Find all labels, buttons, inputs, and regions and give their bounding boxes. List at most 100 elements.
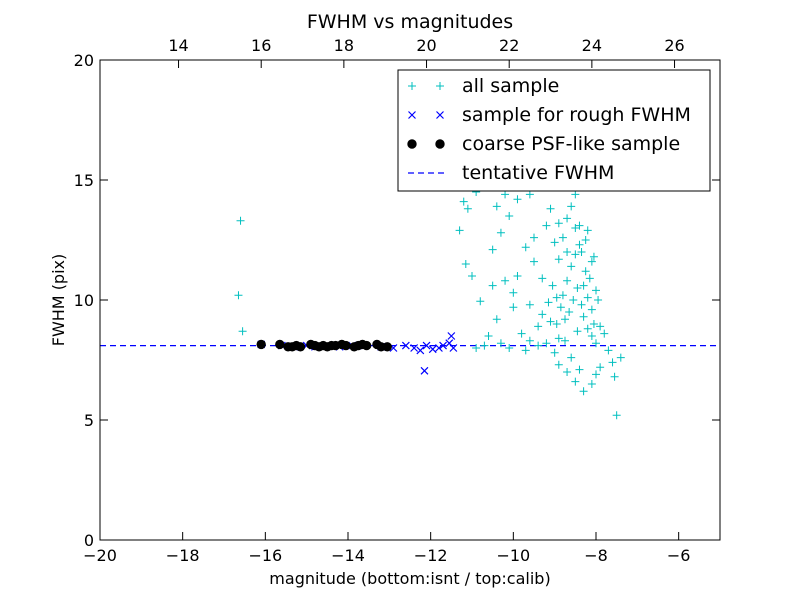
all-sample-point [569,296,578,304]
rough-fwhm-point [401,341,410,350]
all-sample-point [455,226,464,235]
all-sample-point [571,250,580,259]
legend-entry: sample for rough FWHM [408,104,691,126]
psf-like-point [382,342,392,352]
all-sample-point [488,245,497,254]
all-sample-point [594,296,603,304]
all-sample-point [552,320,561,328]
legend-marker-sample [435,139,445,149]
all-sample-point [565,308,574,316]
all-sample-point [567,262,576,271]
all-sample-point [579,281,588,290]
all-sample-point [612,411,621,420]
all-sample-point [496,339,505,348]
rough-fwhm-point [435,344,443,352]
all-sample-point [484,332,493,340]
axes: −20 −18 −16 −14 −12 −10 −8 −6 0 5 10 15 20 14 16 18 20 22… [74,36,720,565]
all-sample-point [589,320,598,328]
legend-marker-sample [408,82,416,90]
all-sample-point [596,322,605,331]
rough-fwhm-point [416,346,425,355]
all-sample-point [513,195,522,204]
y-tick-label: 0 [84,531,94,550]
all-sample-point [509,288,518,297]
all-sample-point [505,344,514,352]
all-sample-point [585,274,594,283]
top-x-tick-label: 24 [582,36,602,55]
all-sample-point [505,212,514,220]
x-tick-label: −10 [496,546,530,565]
all-sample-point [459,197,468,206]
all-sample-point [492,315,501,324]
legend-entry: all sample [408,75,559,97]
all-sample-point [610,372,619,381]
all-sample-point [587,305,596,314]
all-sample-point [480,341,489,350]
psf-like-point [256,339,266,350]
all-sample-point [567,353,576,362]
all-sample-point [476,297,485,306]
all-sample-point [548,281,557,290]
legend-marker-sample [436,82,444,90]
all-sample-point [525,300,534,309]
legend-entry: tentative FWHM [408,162,614,184]
all-sample-point [563,368,572,376]
x-axis-label: magnitude (bottom:isnt / top:calib) [269,569,550,588]
all-sample-point [544,298,553,307]
rough-fwhm-point [422,341,431,350]
all-sample-point [554,219,563,228]
all-sample-point [587,257,596,266]
all-sample-point [567,202,576,211]
all-sample-point [563,214,572,223]
all-sample-point [234,291,243,300]
all-sample-point [561,336,569,345]
x-tick-label: −18 [166,546,200,565]
all-sample-point [579,312,588,321]
all-sample-point [554,360,563,369]
all-sample-point [534,341,543,350]
all-sample-point [573,284,582,292]
all-sample-point [509,303,518,312]
all-sample-point [534,322,543,331]
all-sample-point [587,332,596,340]
all-sample-point [592,339,600,348]
rough-fwhm-point [449,344,458,352]
legend-entry: coarse PSF-like sample [407,133,680,155]
x-tick-label: −6 [667,546,691,565]
all-sample-point [589,252,598,261]
all-sample-point [238,327,247,336]
all-sample-point [573,327,582,336]
all-sample-point [542,339,551,348]
all-sample-point [581,236,590,244]
all-sample-point [236,216,245,225]
all-sample-point [575,221,584,230]
y-tick-label: 10 [74,291,94,310]
x-tick-label: −20 [83,546,117,565]
all-sample-point [554,334,563,343]
psf-like-point [361,340,372,351]
all-sample-point [530,233,538,242]
all-sample-point [600,329,609,338]
all-sample-point [461,260,470,268]
all-sample-point [554,255,563,264]
top-x-tick-label: 26 [664,36,684,55]
all-sample-point [550,238,559,247]
psf-like-point [295,342,306,352]
all-sample-point [571,377,580,386]
all-sample-point [561,315,569,324]
rough-fwhm-point [428,345,437,354]
all-sample-point [501,276,510,285]
all-sample-point [496,228,505,237]
x-tick-label: −12 [414,546,448,565]
all-sample-point [558,291,567,300]
legend: all sample sample for rough FWHM coarse PS… [397,69,711,192]
rough-fwhm-point [447,332,456,340]
all-sample-point [472,344,481,352]
top-x-tick-label: 20 [416,36,436,55]
all-sample-point [571,190,580,199]
all-sample-point [581,267,590,276]
all-sample-point [542,221,551,230]
chart-title: FWHM vs magnitudes [307,11,513,33]
all-sample-point [492,202,501,211]
